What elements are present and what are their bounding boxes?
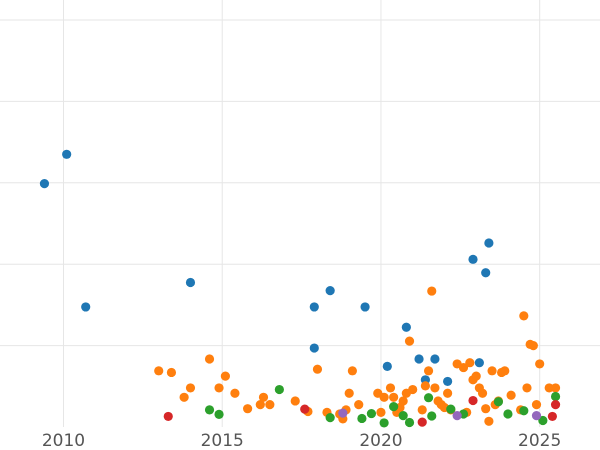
point-orange-7 bbox=[230, 388, 240, 398]
point-orange-31 bbox=[404, 336, 415, 346]
point-blue-3 bbox=[185, 277, 196, 288]
point-orange-50 bbox=[477, 388, 488, 398]
x-tick-label: 2010 bbox=[42, 431, 85, 450]
point-orange-10 bbox=[258, 392, 269, 402]
point-red-1 bbox=[300, 404, 310, 414]
point-orange-20 bbox=[347, 366, 357, 376]
point-green-11 bbox=[427, 411, 437, 421]
point-orange-0 bbox=[154, 366, 164, 376]
point-orange-34 bbox=[420, 381, 430, 391]
point-orange-67 bbox=[550, 383, 561, 393]
point-green-2 bbox=[274, 384, 284, 395]
point-orange-41 bbox=[443, 388, 453, 398]
x-axis-tick-labels: 2010 2015 2020 2025 bbox=[42, 431, 561, 450]
point-red-5 bbox=[550, 400, 561, 410]
point-blue-5 bbox=[309, 343, 319, 353]
point-orange-24 bbox=[379, 392, 389, 402]
data-points bbox=[39, 149, 561, 428]
point-orange-35 bbox=[423, 366, 434, 376]
point-green-8 bbox=[398, 411, 408, 421]
point-blue-10 bbox=[414, 354, 424, 364]
point-orange-60 bbox=[519, 311, 529, 321]
point-blue-4 bbox=[309, 302, 319, 312]
point-green-7 bbox=[389, 402, 399, 412]
point-orange-65 bbox=[535, 359, 545, 369]
point-orange-5 bbox=[214, 383, 224, 393]
point-orange-58 bbox=[506, 390, 516, 400]
point-green-10 bbox=[423, 393, 434, 403]
point-orange-29 bbox=[398, 396, 408, 406]
point-orange-53 bbox=[487, 366, 497, 376]
point-green-12 bbox=[446, 404, 456, 414]
grid-lines bbox=[0, 0, 600, 427]
point-blue-16 bbox=[481, 268, 491, 278]
point-blue-15 bbox=[474, 358, 484, 368]
point-green-4 bbox=[357, 413, 367, 424]
point-blue-13 bbox=[443, 376, 453, 387]
point-blue-14 bbox=[468, 254, 478, 264]
point-red-3 bbox=[468, 395, 478, 406]
point-orange-19 bbox=[344, 388, 354, 398]
point-orange-21 bbox=[354, 400, 364, 410]
point-orange-63 bbox=[528, 341, 538, 351]
point-orange-36 bbox=[427, 286, 437, 296]
point-orange-44 bbox=[458, 362, 469, 373]
point-orange-6 bbox=[220, 371, 230, 381]
point-blue-0 bbox=[39, 179, 50, 189]
point-blue-7 bbox=[360, 302, 370, 312]
point-orange-25 bbox=[385, 383, 396, 393]
point-blue-12 bbox=[430, 354, 440, 364]
point-orange-33 bbox=[417, 405, 427, 415]
x-tick-label: 2025 bbox=[518, 431, 561, 450]
point-green-6 bbox=[379, 418, 389, 428]
point-green-16 bbox=[519, 406, 529, 416]
point-green-1 bbox=[214, 409, 224, 419]
point-orange-3 bbox=[185, 383, 196, 393]
point-orange-32 bbox=[408, 384, 418, 395]
point-green-5 bbox=[366, 408, 377, 419]
point-orange-61 bbox=[522, 383, 532, 393]
point-purple-2 bbox=[531, 411, 542, 421]
point-orange-12 bbox=[290, 396, 300, 406]
point-green-15 bbox=[503, 409, 513, 419]
point-orange-37 bbox=[430, 383, 440, 393]
point-red-4 bbox=[547, 411, 557, 422]
x-tick-label: 2015 bbox=[201, 431, 244, 450]
point-orange-48 bbox=[471, 371, 481, 381]
point-purple-1 bbox=[452, 411, 462, 421]
point-orange-8 bbox=[243, 404, 253, 414]
point-green-14 bbox=[493, 397, 504, 407]
point-green-9 bbox=[404, 417, 415, 428]
point-orange-11 bbox=[265, 400, 275, 410]
point-orange-64 bbox=[531, 400, 542, 410]
point-orange-52 bbox=[484, 416, 494, 426]
point-blue-17 bbox=[484, 238, 494, 248]
point-orange-9 bbox=[255, 400, 265, 410]
point-blue-8 bbox=[382, 361, 392, 371]
point-red-0 bbox=[163, 411, 173, 422]
point-green-18 bbox=[550, 391, 561, 402]
point-orange-66 bbox=[544, 383, 554, 393]
point-orange-46 bbox=[465, 358, 475, 368]
point-blue-1 bbox=[62, 149, 72, 159]
point-green-0 bbox=[204, 405, 215, 415]
point-blue-9 bbox=[401, 322, 411, 332]
point-orange-26 bbox=[389, 392, 399, 402]
point-orange-23 bbox=[376, 407, 386, 417]
point-red-2 bbox=[417, 417, 427, 427]
point-orange-4 bbox=[204, 354, 215, 364]
point-orange-51 bbox=[481, 404, 491, 414]
point-orange-2 bbox=[179, 392, 189, 402]
x-tick-label: 2020 bbox=[359, 431, 402, 450]
point-blue-2 bbox=[81, 302, 91, 312]
point-purple-0 bbox=[338, 408, 348, 418]
point-orange-14 bbox=[312, 364, 323, 374]
point-orange-57 bbox=[500, 366, 510, 376]
point-green-3 bbox=[325, 413, 335, 423]
point-green-17 bbox=[538, 415, 548, 426]
point-orange-1 bbox=[166, 367, 177, 378]
point-blue-6 bbox=[325, 286, 335, 296]
